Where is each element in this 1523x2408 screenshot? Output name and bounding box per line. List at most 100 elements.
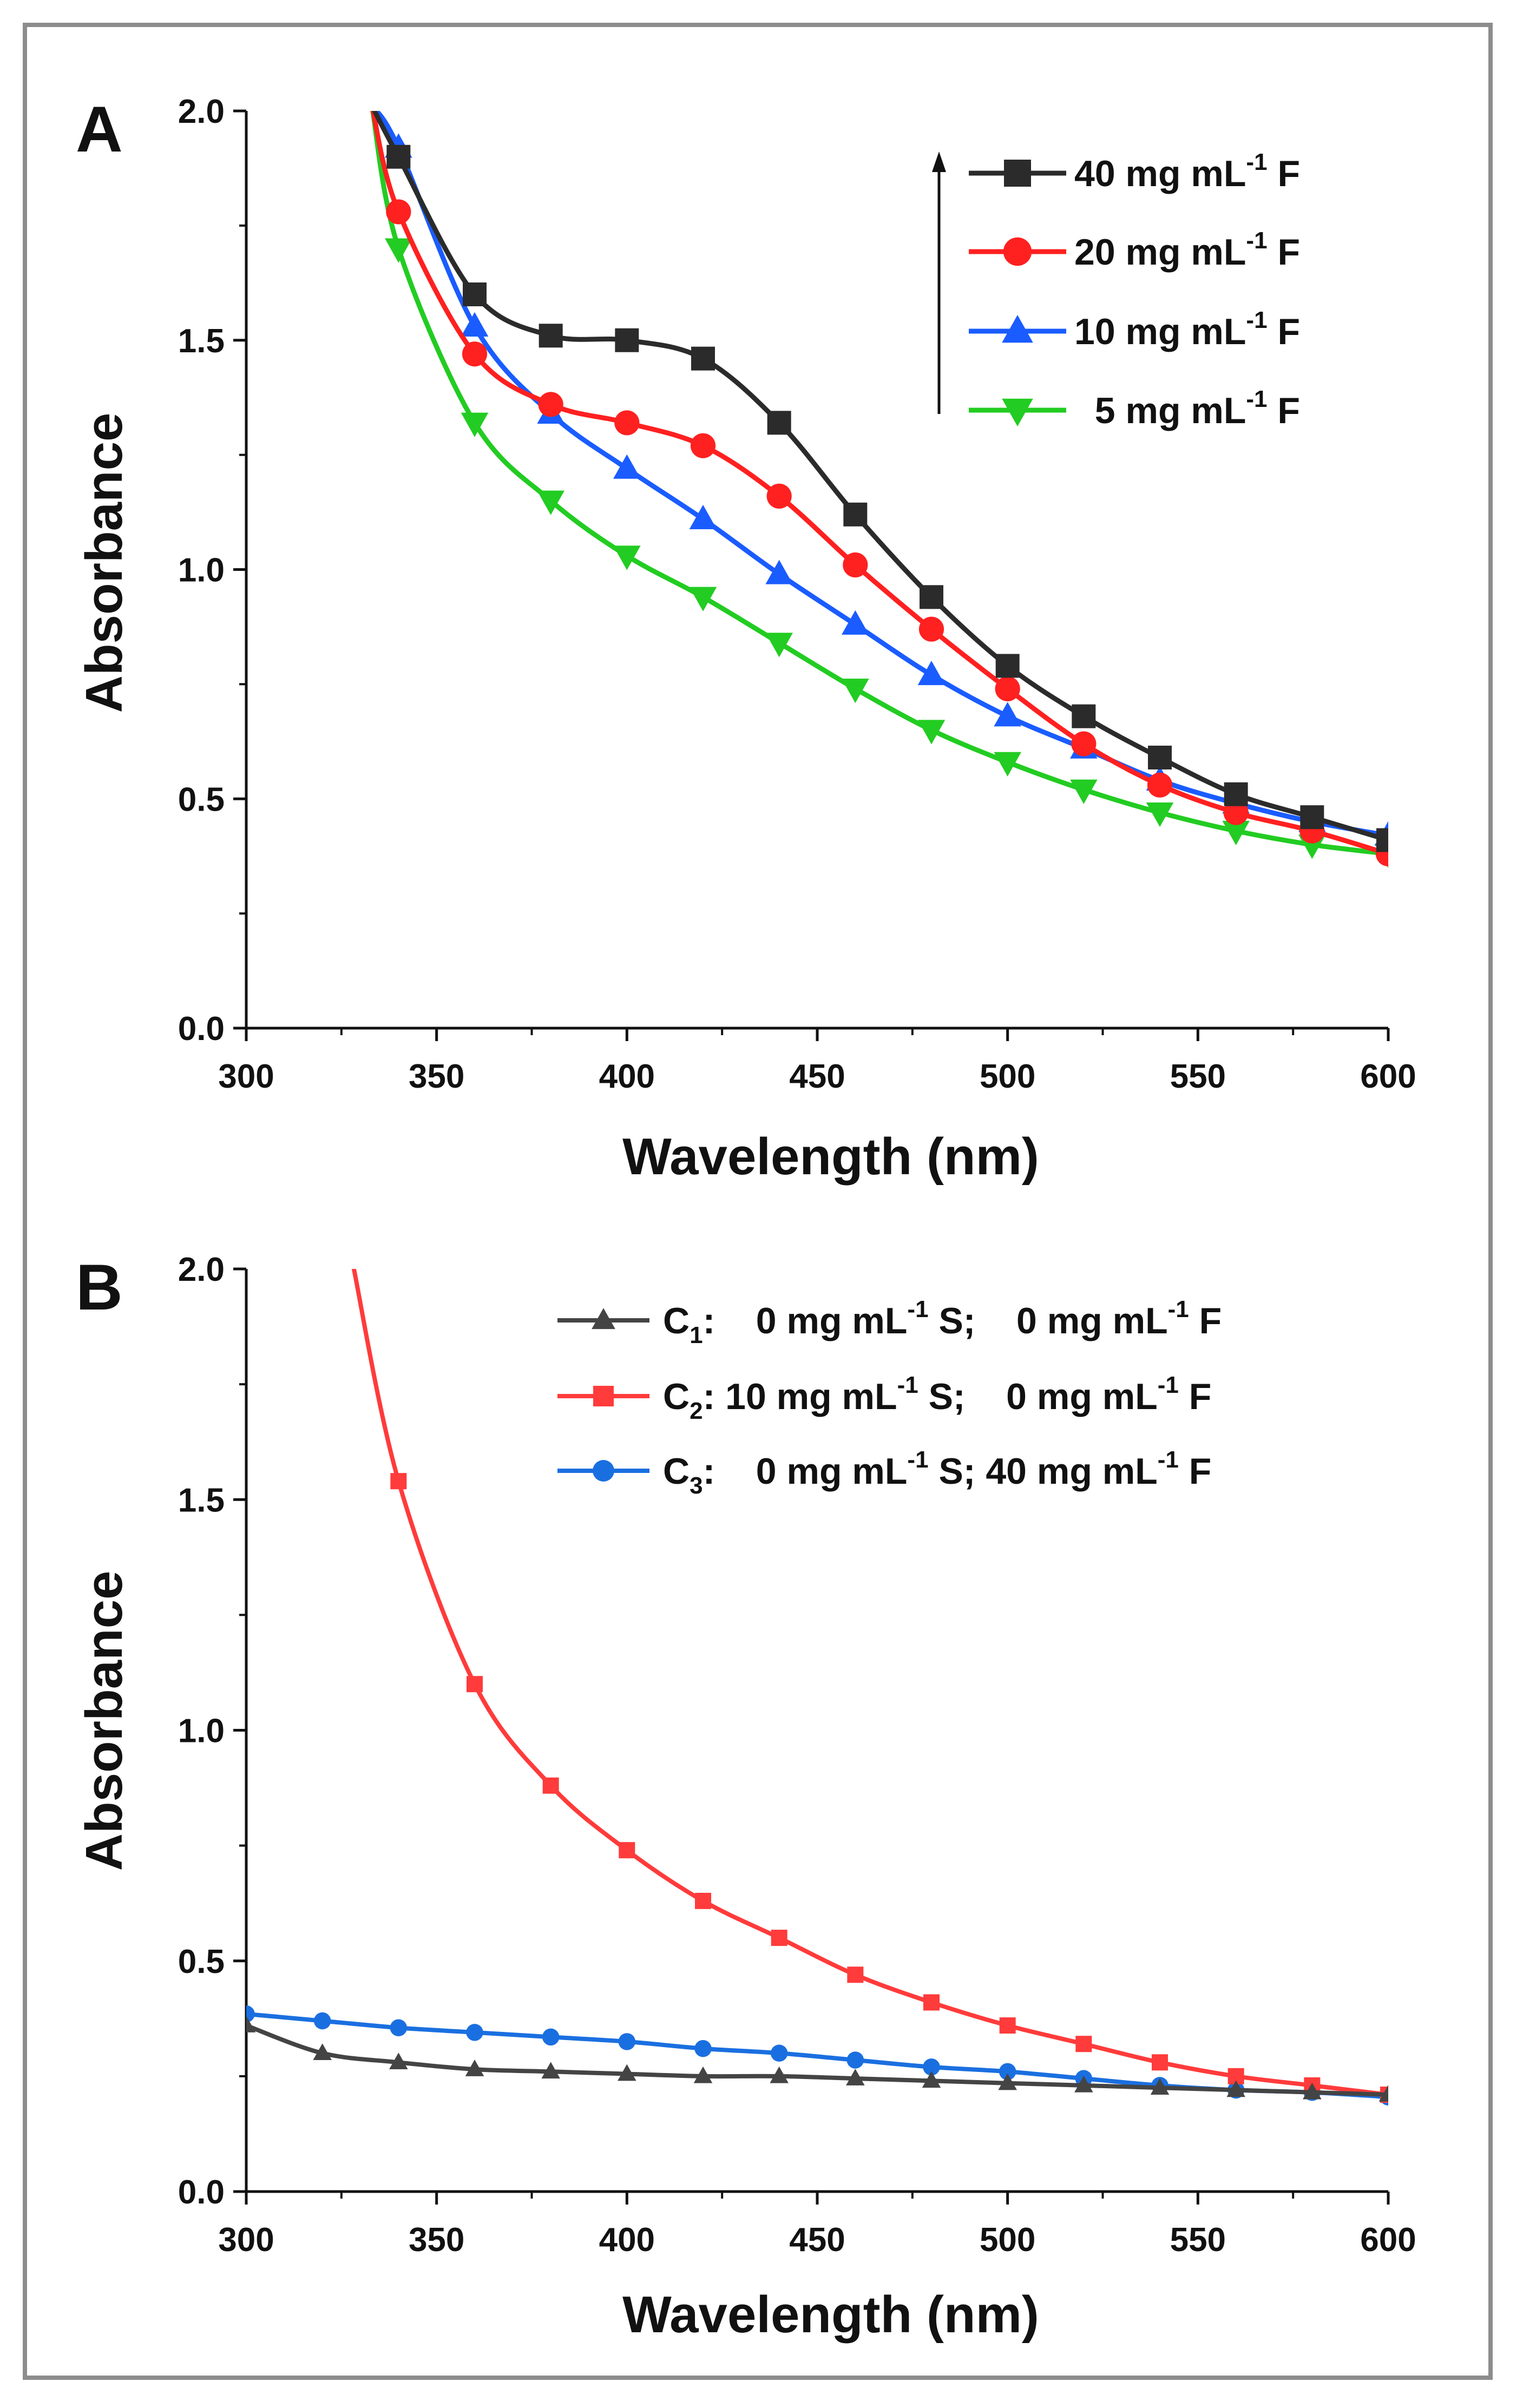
panel-a-data-point — [994, 702, 1021, 727]
panel-b-y-tick-label: 1.5 — [178, 1482, 225, 1519]
panel-a-data-point — [767, 411, 791, 435]
legend-label-sup: -1 — [1246, 149, 1267, 175]
panel-a-x-tick-label: 500 — [980, 1058, 1035, 1095]
panel-a-data-point — [842, 679, 869, 703]
legend-id: C — [663, 1300, 690, 1341]
panel-a-data-point — [461, 412, 489, 437]
legend-f-text: S; 40 mg mL — [929, 1451, 1158, 1492]
panel-a-data-point — [920, 585, 943, 609]
panel-a-series-line — [370, 111, 1388, 857]
panel-a-y-tick-label: 0.5 — [178, 781, 225, 818]
legend-marker — [1002, 398, 1033, 426]
panel-b-series-layer — [246, 1269, 1388, 2106]
panel-b-y-tick-label: 1.0 — [178, 1713, 225, 1750]
legend-s-text: : 10 mg mL — [703, 1376, 897, 1417]
legend-label-suffix: F — [1268, 153, 1300, 194]
panel-a-data-point — [1070, 779, 1098, 804]
panel-b-x-tick-label: 550 — [1170, 2221, 1226, 2259]
legend-f-suffix: F — [1189, 1300, 1222, 1341]
panel-a-data-point — [843, 502, 868, 527]
legend-label-sup: -1 — [1246, 386, 1267, 412]
legend-item: C1: 0 mg mL-1 S; 0 mg mL-1 F — [557, 1296, 1222, 1348]
panel-b-series-line — [246, 2011, 1388, 2100]
panel-a-data-point — [843, 552, 868, 578]
panel-a-data-point — [538, 392, 563, 417]
legend-label: C3: 0 mg mL-1 S; 40 mg mL-1 F — [663, 1446, 1211, 1499]
legend-label: 10 mg mL-1 F — [1074, 307, 1300, 352]
legend-item: C2: 10 mg mL-1 S; 0 mg mL-1 F — [557, 1372, 1211, 1424]
panel-a-data-point — [613, 545, 641, 570]
legend-id-sub: 3 — [690, 1472, 703, 1499]
legend-label-sup: -1 — [1246, 307, 1267, 333]
panel-a-data-point — [1376, 828, 1388, 852]
panel-a-data-point — [918, 616, 944, 642]
legend-s-sup: -1 — [907, 1446, 928, 1473]
panel-a-data-point — [1071, 731, 1097, 756]
panel-a-data-point — [917, 720, 946, 745]
panel-a-x-tick-label: 550 — [1170, 1058, 1226, 1095]
panel-a-data-point — [842, 610, 869, 635]
legend-id: C — [663, 1451, 690, 1492]
legend-marker — [1002, 315, 1033, 343]
panel-a-data-point — [995, 676, 1020, 701]
legend-label: 20 mg mL-1 F — [1074, 227, 1300, 273]
legend-marker — [593, 1460, 614, 1482]
panel-a-data-point — [766, 483, 792, 509]
legend-f-text: S; 0 mg mL — [918, 1376, 1158, 1417]
panel-b-data-point — [846, 2051, 864, 2069]
panel-b-data-point — [618, 2033, 636, 2050]
panel-b-x-tick-label: 500 — [980, 2221, 1035, 2259]
legend-label: C2: 10 mg mL-1 S; 0 mg mL-1 F — [663, 1372, 1211, 1424]
panel-b-data-point — [847, 1966, 864, 1983]
panel-a-data-point — [994, 752, 1021, 777]
panel-b-data-point — [246, 2005, 255, 2023]
panel-b-legend: C1: 0 mg mL-1 S; 0 mg mL-1 F C2: 10 mg mL… — [557, 1296, 1222, 1499]
panel-b-data-point — [999, 2063, 1016, 2081]
panel-b-data-point — [390, 2019, 408, 2037]
panel-a-y-tick-label: 2.0 — [178, 93, 225, 130]
panel-a-y-tick-label: 0.0 — [178, 1010, 225, 1048]
panel-a-data-point — [539, 324, 563, 348]
panel-a-data-point — [386, 199, 411, 225]
panel-a-data-point — [1072, 704, 1096, 728]
panel-b-x-tick-label: 300 — [218, 2221, 274, 2259]
panel-a-data-point — [1147, 772, 1173, 798]
panel-b-data-point — [1074, 2075, 1093, 2093]
panel-b-data-point — [313, 2012, 331, 2030]
panel-a-data-point — [1222, 820, 1250, 845]
panel-a-x-tick-label: 400 — [599, 1058, 655, 1095]
panel-b-x-tick-label: 400 — [599, 2221, 655, 2259]
panel-a-label: A — [76, 93, 123, 166]
figure-frame — [23, 23, 1493, 2380]
legend-s-text: : 0 mg mL — [703, 1451, 908, 1492]
panel-b-y-tick-label: 0.0 — [178, 2174, 225, 2211]
panel-b-plot-area: 300 350 400 450 500 550 6000.00.51.01.52.0C1: … — [178, 1251, 1416, 2259]
legend-f-suffix: F — [1179, 1376, 1211, 1417]
legend-s-sup: -1 — [897, 1372, 918, 1398]
panel-b-data-point — [1303, 2082, 1322, 2100]
panel-a-data-point — [386, 144, 411, 169]
panel-b-x-tick-label: 350 — [409, 2221, 464, 2259]
legend-f-text: S; 0 mg mL — [929, 1300, 1168, 1341]
panel-a-x-tick-label: 350 — [409, 1058, 464, 1095]
panel-a-x-tick-label: 450 — [789, 1058, 845, 1095]
panel-b-y-tick-label: 0.5 — [178, 1943, 225, 1981]
legend-label-main: 20 mg mL — [1074, 232, 1246, 273]
legend-label: 40 mg mL-1 F — [1074, 149, 1300, 194]
panel-b-data-point — [923, 2058, 940, 2076]
legend-f-sup: -1 — [1168, 1296, 1189, 1323]
panel-b-data-point — [770, 2066, 789, 2083]
panel-a-data-point — [765, 560, 793, 584]
panel-b-data-point — [541, 2062, 560, 2079]
panel-a-series-line — [373, 111, 1388, 838]
legend-item: C3: 0 mg mL-1 S; 40 mg mL-1 F — [557, 1446, 1211, 1499]
legend-f-suffix: F — [1179, 1451, 1211, 1492]
panel-b-series-line — [351, 1269, 1388, 2097]
legend-item: 5 mg mL-1 F — [969, 386, 1300, 431]
panel-a-data-point — [537, 490, 564, 515]
legend-label: 5 mg mL-1 F — [1074, 386, 1300, 431]
panel-b-series-line — [246, 2023, 1388, 2097]
panel-b-data-point — [923, 1994, 940, 2011]
panel-b-data-point — [1226, 2080, 1245, 2097]
panel-a-legend: 40 mg mL-1 F20 mg mL-1 F10 mg mL-1 F 5 m… — [932, 149, 1300, 431]
